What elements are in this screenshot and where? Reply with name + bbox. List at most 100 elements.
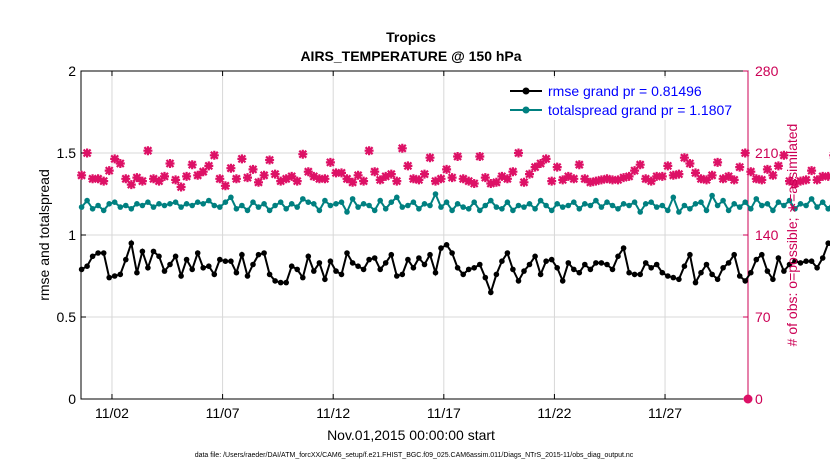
series-point-rmse	[653, 261, 660, 268]
x-tick-label: 11/02	[95, 405, 129, 421]
series-point-totalspread	[781, 202, 787, 209]
series-point-rmse	[349, 260, 356, 266]
series-point-totalspread	[725, 207, 732, 214]
series-point-totalspread	[294, 204, 301, 210]
series-point-rmse	[272, 278, 278, 284]
obs-assimilated-marker	[458, 174, 468, 184]
obs-assimilated-marker	[641, 174, 651, 184]
series-layer	[77, 143, 830, 404]
series-point-rmse	[228, 258, 234, 265]
series-point-rmse	[261, 250, 267, 256]
series-point-totalspread	[559, 204, 566, 210]
series-point-totalspread	[438, 204, 444, 210]
series-point-rmse	[117, 271, 124, 278]
series-point-rmse	[648, 265, 654, 271]
obs-assimilated-marker	[386, 169, 396, 179]
obs-assimilated-marker	[552, 162, 562, 172]
series-point-rmse	[95, 250, 101, 256]
obs-assimilated-marker	[243, 173, 252, 183]
y-tick-label-right: 140	[755, 227, 779, 243]
obs-assimilated-marker	[171, 175, 181, 185]
series-point-totalspread	[576, 206, 583, 212]
obs-assimilated-marker	[735, 162, 745, 172]
obs-assimilated-marker	[425, 153, 435, 163]
series-point-totalspread	[620, 201, 627, 207]
series-point-totalspread	[548, 207, 555, 214]
obs-possible-marker	[743, 394, 753, 404]
obs-assimilated-marker	[88, 174, 98, 184]
series-point-totalspread	[305, 199, 312, 205]
series-point-totalspread	[571, 199, 577, 205]
series-point-rmse	[288, 263, 295, 270]
obs-assimilated-marker	[652, 171, 662, 181]
obs-assimilated-marker	[298, 149, 308, 159]
series-point-totalspread	[709, 192, 715, 199]
series-point-totalspread	[748, 206, 754, 212]
series-point-totalspread	[698, 199, 704, 205]
series-point-rmse	[681, 263, 688, 270]
obs-assimilated-marker	[740, 148, 750, 158]
data-file-footnote: data file: /Users/raeder/DAI/ATM_forcXX/…	[195, 452, 634, 459]
obs-assimilated-marker	[823, 171, 830, 181]
series-point-totalspread	[194, 199, 201, 205]
series-point-rmse	[748, 269, 754, 276]
obs-assimilated-marker	[624, 171, 634, 181]
series-point-totalspread	[537, 197, 544, 204]
series-point-totalspread	[84, 197, 90, 204]
series-point-totalspread	[460, 204, 467, 210]
obs-assimilated-marker	[370, 167, 380, 177]
obs-assimilated-marker	[674, 169, 684, 179]
series-point-totalspread	[316, 207, 323, 214]
series-point-rmse	[145, 265, 151, 271]
series-point-rmse	[311, 268, 317, 274]
obs-assimilated-marker	[431, 176, 440, 186]
obs-assimilated-marker	[608, 175, 617, 185]
series-point-totalspread	[405, 202, 411, 209]
obs-assimilated-marker	[807, 166, 817, 176]
chart-title: Tropics	[386, 29, 436, 45]
series-point-totalspread	[311, 201, 317, 207]
series-point-totalspread	[797, 201, 804, 207]
series-point-rmse	[405, 256, 411, 263]
series-point-totalspread	[587, 202, 594, 209]
obs-assimilated-marker	[596, 175, 606, 185]
series-point-totalspread	[482, 202, 489, 209]
series-point-rmse	[714, 276, 721, 283]
obs-assimilated-marker	[713, 157, 723, 167]
series-point-totalspread	[211, 202, 218, 209]
y-axis-label-right: # of obs: o=possible; ∗=assimilated	[784, 124, 800, 347]
obs-assimilated-marker	[514, 148, 523, 158]
series-point-totalspread	[488, 197, 494, 204]
x-tick-label: 11/27	[648, 405, 682, 421]
series-point-totalspread	[814, 204, 820, 210]
axis-layer: 11/02 11/07 11/12 11/17 11/22 11/27 0 0.5 1 1.5 2 0…	[57, 63, 779, 421]
series-point-totalspread	[543, 202, 549, 209]
series-point-rmse	[139, 248, 146, 255]
series-point-rmse	[266, 271, 273, 278]
series-point-rmse	[637, 271, 643, 278]
series-point-rmse	[548, 256, 555, 263]
series-point-rmse	[471, 265, 478, 271]
chart-subtitle: AIRS_TEMPERATURE @ 150 hPa	[300, 48, 521, 64]
series-point-rmse	[438, 245, 444, 251]
series-point-totalspread	[123, 202, 129, 209]
series-point-rmse	[515, 278, 522, 284]
obs-assimilated-marker	[154, 176, 164, 186]
series-point-rmse	[537, 271, 544, 278]
obs-assimilated-marker	[663, 161, 673, 171]
series-point-totalspread	[128, 206, 135, 212]
series-point-rmse	[300, 274, 306, 281]
series-point-totalspread	[189, 202, 195, 209]
series-point-rmse	[410, 265, 417, 271]
series-point-rmse	[167, 261, 173, 268]
series-point-totalspread	[819, 199, 826, 205]
obs-assimilated-marker	[220, 181, 230, 191]
series-point-rmse	[482, 274, 489, 281]
series-point-rmse	[775, 255, 782, 261]
series-point-totalspread	[775, 199, 782, 205]
obs-assimilated-marker	[497, 171, 507, 181]
series-point-rmse	[250, 261, 256, 268]
obs-assimilated-marker	[342, 174, 352, 184]
series-point-totalspread	[172, 199, 179, 205]
series-point-rmse	[659, 269, 666, 276]
